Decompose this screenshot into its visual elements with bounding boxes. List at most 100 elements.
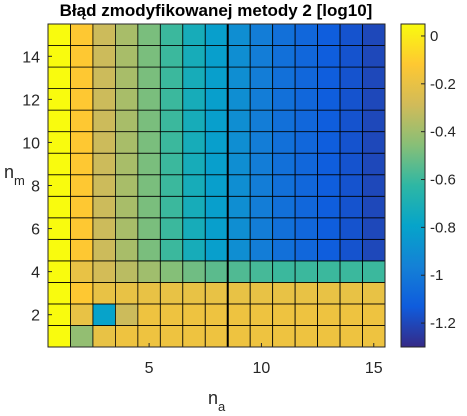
heatmap-cell [137,131,161,154]
heatmap-cell [272,23,296,46]
heatmap-cell [137,45,161,68]
heatmap-cell [159,260,184,283]
heatmap-cell [249,260,274,283]
heatmap-cell [227,131,251,154]
heatmap-cell [294,152,318,176]
heatmap-cell [182,195,206,219]
heatmap-cell [137,152,161,176]
heatmap-cell [92,325,116,348]
heatmap-cell [204,66,229,89]
heatmap-cell [70,325,94,348]
heatmap-cell [92,152,116,176]
heatmap-cell [294,195,318,219]
heatmap-cell [227,23,251,46]
heatmap-cell [249,303,274,326]
heatmap-cell [92,109,116,133]
heatmap-cell [115,260,139,283]
heatmap-cell [317,325,341,348]
heatmap-cell [92,45,116,68]
y-tick-label: 2 [31,308,40,325]
heatmap-cell [362,109,386,133]
heatmap-cell [137,66,161,89]
heatmap-cell [339,152,363,176]
heatmap-cell [204,45,229,68]
heatmap-cell [182,131,206,154]
heatmap-cell [159,109,184,133]
heatmap-cell [272,174,296,197]
y-axis-label-main: n [4,162,14,182]
heatmap-cell [159,281,184,305]
heatmap-cell [362,45,386,68]
heatmap-cell [362,174,386,197]
heatmap-cell [159,217,184,240]
colorbar-tick-label: 0 [430,28,438,45]
heatmap-cell [159,174,184,197]
y-tick-label: 10 [22,135,40,152]
heatmap-cell [317,174,341,197]
heatmap-cell [339,45,363,68]
heatmap-cell [317,45,341,68]
heatmap-cell [70,45,94,68]
heatmap-cell [362,217,386,240]
heatmap-cell [272,131,296,154]
heatmap-cell [47,238,71,262]
heatmap-cell [70,109,94,133]
heatmap-cell [362,260,386,283]
heatmap-cell [115,238,139,262]
heatmap-cell [362,303,386,326]
colorbar-ticks: 0 -0.2 -0.4 -0.6 -0.8 -1 -1.2 [421,28,456,332]
heatmap-cell [227,260,251,283]
heatmap-cell [317,195,341,219]
heatmap-cell [47,109,71,133]
heatmap-cell [182,174,206,197]
heatmap-cell [294,45,318,68]
heatmap-cell [115,66,139,89]
heatmap-cell [92,303,116,326]
colorbar-tick-label: -0.6 [430,172,456,189]
heatmap-cell [204,303,229,326]
heatmap-cell [70,174,94,197]
heatmap-cell [159,23,184,46]
heatmap-cell [137,281,161,305]
heatmap-cell [204,23,229,46]
heatmap-cell [362,195,386,219]
heatmap-cell [362,88,386,111]
heatmap-cell [70,88,94,111]
heatmap-cell [294,217,318,240]
heatmap-cell [294,281,318,305]
y-tick-label: 8 [31,179,40,196]
heatmap-cell [317,109,341,133]
heatmap-cell [47,152,71,176]
heatmap-cell [362,281,386,305]
heatmap-cell [362,23,386,46]
heatmap-cell [92,88,116,111]
heatmap-cell [182,109,206,133]
heatmap-cell [362,66,386,89]
heatmap-cell [70,238,94,262]
heatmap-cell [272,152,296,176]
heatmap-cells [47,23,386,348]
heatmap-cell [115,131,139,154]
heatmap-cell [115,109,139,133]
heatmap-cell [294,109,318,133]
heatmap-cell [159,88,184,111]
heatmap-cell [204,109,229,133]
colorbar-tick-label: -1.2 [430,315,456,332]
heatmap-cell [249,152,274,176]
heatmap-cell [294,174,318,197]
heatmap-cell [294,66,318,89]
heatmap-cell [92,238,116,262]
heatmap-cell [272,88,296,111]
heatmap-cell [92,260,116,283]
heatmap-cell [204,217,229,240]
heatmap-cell [159,195,184,219]
heatmap-cell [249,174,274,197]
heatmap-cell [137,217,161,240]
heatmap-cell [47,195,71,219]
y-tick-label: 4 [31,265,40,282]
heatmap-cell [115,325,139,348]
x-axis-ticks: 5 10 15 [145,343,383,377]
heatmap-cell [137,238,161,262]
heatmap-cell [47,66,71,89]
heatmap-cell [115,45,139,68]
